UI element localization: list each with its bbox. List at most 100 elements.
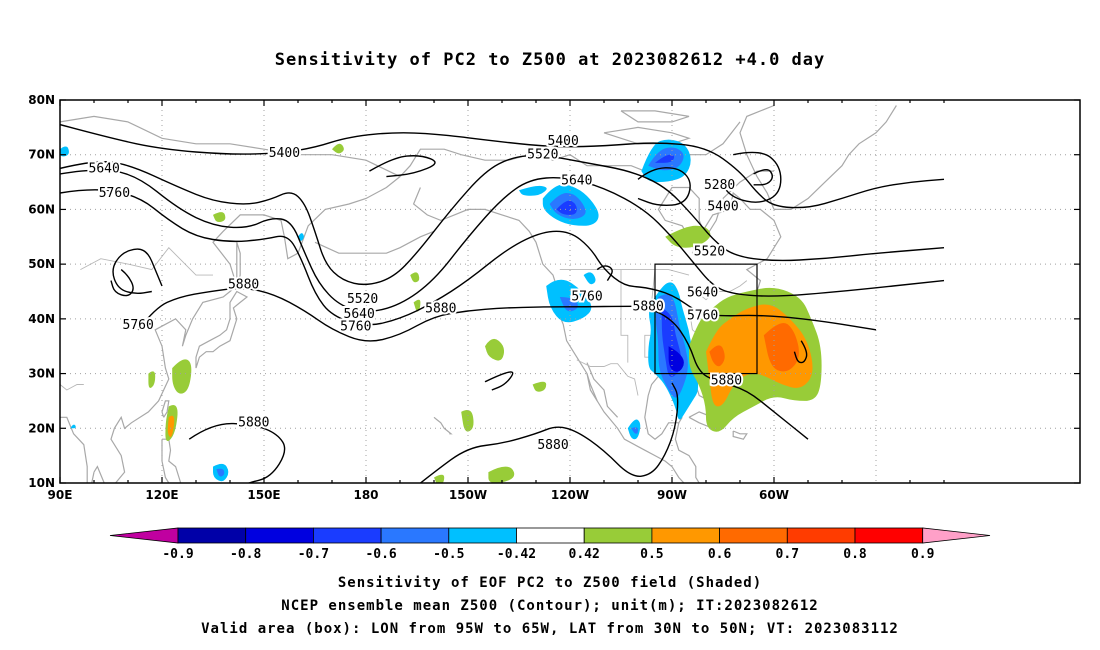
contour-label: 5760 bbox=[571, 289, 602, 304]
shade-blob-18 bbox=[60, 146, 69, 157]
coastline-22 bbox=[739, 104, 775, 210]
contour-label: 5760 bbox=[99, 186, 130, 201]
z500-contour-3 bbox=[60, 189, 877, 331]
border-8 bbox=[60, 384, 84, 391]
border-7 bbox=[80, 247, 213, 276]
lat-tick-label: 70N bbox=[28, 148, 55, 162]
colorbar-swatch bbox=[516, 527, 585, 544]
valid-area-box bbox=[654, 263, 758, 375]
lat-tick-label: 80N bbox=[28, 93, 55, 107]
colorbar-end-high bbox=[922, 527, 991, 544]
z500-contour-0 bbox=[60, 123, 945, 209]
colorbar-swatch bbox=[448, 527, 517, 544]
shade-blob-31 bbox=[488, 466, 515, 483]
plot-area bbox=[60, 100, 1080, 548]
coastline-21 bbox=[774, 105, 897, 210]
contour-label: 5760 bbox=[687, 309, 718, 324]
coastlines bbox=[60, 104, 897, 548]
lon-tick-label: 120W bbox=[551, 488, 589, 502]
z500-contour-5 bbox=[188, 422, 286, 483]
lon-tick-label: 90W bbox=[657, 488, 687, 502]
z500-contour-1 bbox=[60, 154, 945, 286]
coastline-4 bbox=[161, 400, 170, 418]
lat-tick-label: 40N bbox=[28, 312, 55, 326]
colorbar-label: -0.6 bbox=[365, 547, 396, 562]
coastline-13 bbox=[586, 373, 598, 402]
contour-label: 5400 bbox=[707, 200, 738, 215]
shade-blob-13 bbox=[583, 272, 596, 285]
contour-label: 5880 bbox=[425, 301, 456, 316]
z500-contour-6 bbox=[419, 382, 679, 483]
footer-line-1: Sensitivity of EOF PC2 to Z500 field (Sh… bbox=[337, 575, 763, 591]
axis-ticks bbox=[59, 99, 1080, 484]
shade-blob-35 bbox=[148, 371, 156, 388]
shade-blob-6 bbox=[655, 154, 675, 163]
colorbar-label: -0.9 bbox=[162, 547, 193, 562]
shade-blob-17 bbox=[216, 468, 225, 477]
colorbar-label: 0.6 bbox=[708, 547, 732, 562]
lon-tick-label: 180 bbox=[353, 488, 378, 502]
coastline-1 bbox=[93, 176, 401, 483]
coastline-24 bbox=[620, 110, 690, 123]
z500-contour-2 bbox=[60, 169, 945, 313]
lon-tick-label: 90E bbox=[48, 488, 73, 502]
contour-label: 5280 bbox=[704, 178, 735, 193]
coastline-0 bbox=[60, 115, 401, 178]
coastline-3 bbox=[236, 242, 241, 287]
lat-tick-label: 30N bbox=[28, 367, 55, 381]
shade-blob-30 bbox=[532, 381, 547, 392]
coastline-5 bbox=[161, 438, 182, 483]
colorbar-swatch bbox=[245, 527, 314, 544]
lat-tick-label: 60N bbox=[28, 202, 55, 216]
coastline-2 bbox=[195, 290, 249, 369]
coastline-8 bbox=[60, 416, 88, 483]
shade-blob-23 bbox=[763, 322, 799, 372]
contour-label: 5520 bbox=[347, 292, 378, 307]
z500-contour-11 bbox=[753, 169, 773, 186]
colorbar-label: 0.7 bbox=[776, 547, 799, 562]
contour-labels: 5400540054005280552055205520564056405640… bbox=[87, 132, 745, 455]
shade-blob-3 bbox=[519, 185, 547, 196]
colorbar-label: -0.5 bbox=[433, 547, 464, 562]
z500-contour-8 bbox=[110, 269, 134, 297]
shade-blob-24 bbox=[709, 345, 725, 367]
colorbar-swatch bbox=[719, 527, 788, 544]
colorbar-label: 0.42 bbox=[569, 547, 600, 562]
border-0 bbox=[559, 269, 690, 276]
shade-blob-12 bbox=[559, 297, 578, 312]
shade-blob-32 bbox=[434, 474, 445, 483]
lat-tick-label: 50N bbox=[28, 257, 55, 271]
contour-label: 5880 bbox=[711, 374, 742, 389]
coastline-6 bbox=[128, 499, 159, 548]
contour-label: 5760 bbox=[340, 320, 371, 335]
colorbar-label: 0.9 bbox=[911, 547, 934, 562]
contour-label: 5640 bbox=[89, 161, 120, 176]
contour-label: 5400 bbox=[269, 146, 300, 161]
colorbar-swatch bbox=[380, 527, 450, 544]
shade-blob-20 bbox=[70, 424, 76, 429]
contour-label: 5760 bbox=[123, 318, 154, 333]
border-2 bbox=[576, 359, 639, 396]
contour-label: 5640 bbox=[344, 307, 375, 322]
z500-contour-10 bbox=[719, 151, 782, 203]
colorbar-swatch bbox=[583, 527, 653, 544]
z500-contour-7 bbox=[112, 248, 163, 295]
z500-contour-15 bbox=[369, 155, 436, 178]
chart-title: Sensitivity of PC2 to Z500 at 2023082612… bbox=[274, 50, 826, 70]
contour-label: 5520 bbox=[694, 245, 725, 260]
footer-line-3: Valid area (box): LON from 95W to 65W, L… bbox=[201, 621, 899, 637]
contour-label: 5880 bbox=[238, 415, 269, 430]
coastline-12 bbox=[314, 230, 435, 254]
colorbar-swatch bbox=[786, 527, 856, 544]
colorbar-label: -0.8 bbox=[230, 547, 261, 562]
shade-blob-37 bbox=[167, 415, 175, 437]
contour-label: 5880 bbox=[633, 299, 664, 314]
contour-label: 5640 bbox=[687, 286, 718, 301]
coastline-7 bbox=[91, 471, 95, 483]
colorbar-swatch bbox=[312, 527, 382, 544]
contour-label: 5880 bbox=[228, 277, 259, 292]
colorbar-swatch bbox=[651, 527, 721, 544]
sensitivity-shading bbox=[60, 139, 822, 483]
coastline-19 bbox=[732, 430, 748, 440]
